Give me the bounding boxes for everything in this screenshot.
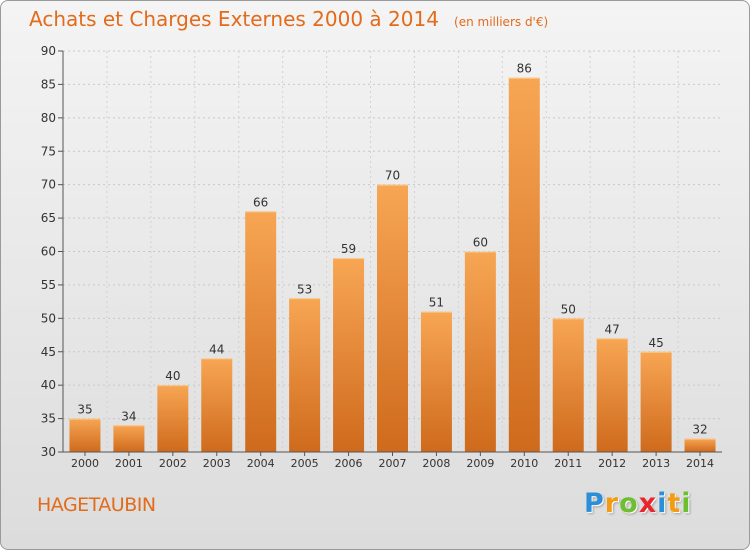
x-tick-label: 2003 [203, 457, 231, 470]
unit-note: (en milliers d'€) [454, 15, 549, 29]
axes [58, 50, 722, 456]
bar-2007 [377, 184, 408, 452]
value-label: 35 [77, 403, 92, 417]
value-label: 51 [429, 296, 444, 310]
logo-letter: o [619, 488, 639, 519]
bar-2008 [420, 311, 452, 452]
x-tick-label: 2012 [598, 457, 626, 470]
value-label: 86 [517, 62, 532, 76]
logo-letter: i [657, 488, 668, 519]
logo-letter: r [604, 488, 620, 519]
logo-letter: i [681, 488, 692, 519]
value-label: 60 [473, 236, 488, 250]
logo-letter: t [667, 488, 682, 519]
bar-2000 [69, 418, 101, 452]
bar-2003 [201, 358, 233, 452]
bar-2014 [684, 438, 716, 452]
bar-2001 [113, 425, 145, 452]
value-label: 66 [253, 195, 268, 209]
x-tick-label: 2002 [159, 457, 187, 470]
bar-2005 [289, 298, 321, 452]
value-label: 40 [165, 369, 180, 383]
y-tick-label: 55 [41, 278, 56, 292]
proxiti-logo: Proxiti [584, 488, 692, 519]
value-label: 59 [341, 242, 356, 256]
bar-2010 [508, 77, 540, 452]
y-tick-label: 45 [41, 345, 56, 359]
bar-2012 [596, 338, 628, 452]
bar-2002 [157, 385, 189, 452]
commune-name: HAGETAUBIN [37, 494, 156, 516]
bar-2004 [245, 211, 277, 452]
chart-title: Achats et Charges Externes 2000 à 2014 [29, 7, 439, 31]
value-label: 50 [561, 302, 576, 316]
x-tick-label: 2007 [379, 457, 407, 470]
x-tick-label: 2001 [115, 457, 143, 470]
x-tick-label: 2014 [686, 457, 714, 470]
bar-2013 [640, 351, 672, 452]
bar-2009 [464, 251, 496, 452]
y-tick-label: 65 [41, 211, 56, 225]
x-tick-label: 2006 [335, 457, 363, 470]
value-label: 47 [605, 322, 620, 336]
y-tick-label: 90 [41, 44, 56, 58]
y-tick-label: 30 [41, 445, 56, 459]
x-tick-label: 2011 [554, 457, 582, 470]
gridlines [63, 50, 722, 453]
x-tick-label: 2000 [71, 457, 99, 470]
title-block: Achats et Charges Externes 2000 à 2014 (… [29, 7, 548, 31]
value-label: 70 [385, 169, 400, 183]
x-tick-label: 2010 [510, 457, 538, 470]
value-label: 45 [648, 336, 663, 350]
value-label: 32 [692, 423, 707, 437]
x-tick-label: 2009 [466, 457, 494, 470]
y-tick-label: 80 [41, 111, 56, 125]
x-tick-label: 2004 [247, 457, 275, 470]
value-label: 44 [209, 342, 224, 356]
y-tick-label: 35 [41, 412, 56, 426]
labels: 30 35 40 45 50 55 60 65 70 75 80 85 90 35 2000 34 2001 40… [41, 44, 714, 470]
logo-letter: x [638, 488, 658, 519]
y-tick-label: 50 [41, 311, 56, 325]
y-tick-label: 70 [41, 178, 56, 192]
bars [69, 77, 716, 452]
y-tick-label: 75 [41, 144, 56, 158]
value-label: 53 [297, 282, 312, 296]
x-tick-label: 2008 [422, 457, 450, 470]
bar-2011 [552, 318, 584, 452]
y-tick-label: 40 [41, 378, 56, 392]
x-tick-label: 2013 [642, 457, 670, 470]
y-tick-label: 60 [41, 245, 56, 259]
y-tick-label: 85 [41, 77, 56, 91]
bar-2006 [333, 258, 365, 452]
logo-letter: P [584, 488, 605, 519]
x-tick-label: 2005 [291, 457, 319, 470]
value-label: 34 [121, 409, 136, 423]
